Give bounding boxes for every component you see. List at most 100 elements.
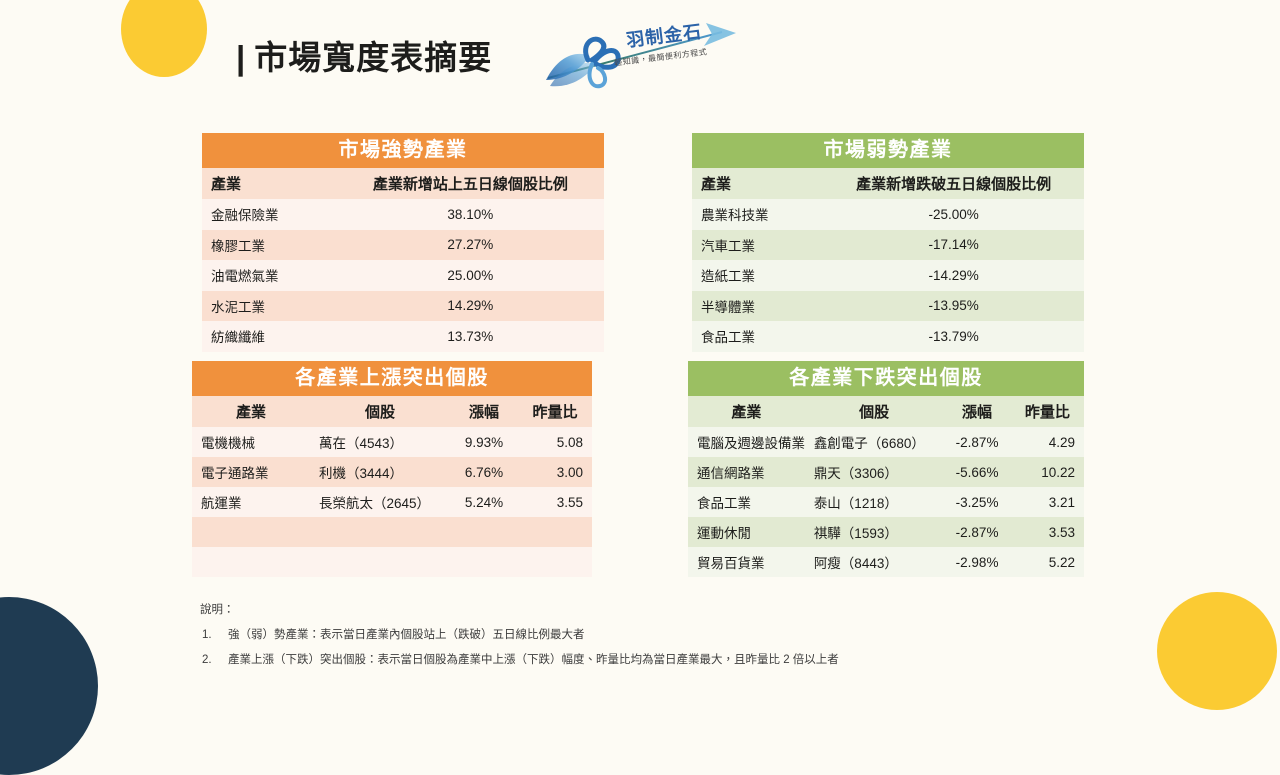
cell-industry: 造紙工業 [692,260,824,291]
table-header-row: 產業 產業新增站上五日線個股比例 [202,168,604,199]
table-row[interactable]: 油電燃氣業 25.00% [202,260,604,291]
decor-circle-bottom-right [1157,592,1277,710]
cell-industry: 橡膠工業 [202,229,337,260]
cell-stock: 阿瘦（8443） [804,547,944,577]
table-row[interactable]: 電機機械 萬在（4543） 9.93% 5.08 [192,427,592,457]
table-title-strong-industries: 市場強勢產業 [202,133,604,168]
table-row[interactable]: 食品工業 -13.79% [692,321,1084,352]
note-text: 產業上漲（下跌）突出個股：表示當日個股為產業中上漲（下跌）幅度、昨量比均為當日產… [228,654,839,666]
table-row[interactable]: 農業科技業 -25.00% [692,199,1084,230]
table-strong-industries: 市場強勢產業 產業 產業新增站上五日線個股比例 金融保險業 38.10% 橡膠工… [202,133,604,352]
brand-logo: 羽制金石 輕知識，最簡便利方程式 [536,16,744,92]
cell-ratio: 14.29% [336,290,604,321]
cell-volratio: 10.22 [1010,457,1084,487]
column-header-industry: 產業 [688,396,805,427]
table-row[interactable]: 電子通路業 利機（3444） 6.76% 3.00 [192,457,592,487]
title-bar-accent: | [236,39,247,76]
column-header-change: 漲幅 [943,396,1011,427]
page-title-text: 市場寬度表摘要 [254,39,493,76]
cell-volratio: 5.08 [518,427,592,457]
cell-volratio: 4.29 [1010,427,1084,457]
cell-ratio: 38.10% [336,199,604,230]
table-row[interactable]: 半導體業 -13.95% [692,290,1084,321]
table-row[interactable]: 航運業 長榮航太（2645） 5.24% 3.55 [192,487,592,517]
table-row[interactable]: 食品工業 泰山（1218） -3.25% 3.21 [688,487,1084,517]
notes-list: 1. 強（弱）勢產業：表示當日產業內個股站上（跌破）五日線比例最大者 2. 產業… [200,623,1100,673]
note-item: 1. 強（弱）勢產業：表示當日產業內個股站上（跌破）五日線比例最大者 [200,623,1100,648]
table-title-rising-stocks: 各產業上漲突出個股 [192,361,592,396]
cell-change: 6.76% [450,457,518,487]
grid-weak-industries: 產業 產業新增跌破五日線個股比例 農業科技業 -25.00% 汽車工業 -17.… [692,168,1084,352]
column-header-industry: 產業 [192,396,310,427]
table-row[interactable]: 汽車工業 -17.14% [692,229,1084,260]
column-header-volratio: 昨量比 [1010,396,1084,427]
table-weak-industries: 市場弱勢產業 產業 產業新增跌破五日線個股比例 農業科技業 -25.00% 汽車… [692,133,1084,352]
cell-change: -2.87% [943,517,1011,547]
table-row[interactable]: 電腦及週邊設備業 鑫創電子（6680） -2.87% 4.29 [688,427,1084,457]
table-title-falling-stocks: 各產業下跌突出個股 [688,361,1084,396]
cell-volratio: 3.21 [1010,487,1084,517]
cell-ratio: -14.29% [823,260,1084,291]
table-row[interactable]: 貿易百貨業 阿瘦（8443） -2.98% 5.22 [688,547,1084,577]
cell-volratio: 3.53 [1010,517,1084,547]
grid-strong-industries: 產業 產業新增站上五日線個股比例 金融保險業 38.10% 橡膠工業 27.27… [202,168,604,352]
column-header-change: 漲幅 [450,396,518,427]
table-row[interactable]: 紡織纖維 13.73% [202,321,604,352]
table-header-row: 產業 產業新增跌破五日線個股比例 [692,168,1084,199]
column-header-volratio: 昨量比 [518,396,592,427]
cell-ratio: -17.14% [823,229,1084,260]
table-row[interactable]: 運動休閒 祺驊（1593） -2.87% 3.53 [688,517,1084,547]
table-row[interactable]: 通信網路業 鼎天（3306） -5.66% 10.22 [688,457,1084,487]
cell-stock: 利機（3444） [310,457,450,487]
cell-change: -3.25% [943,487,1011,517]
cell-industry: 電腦及週邊設備業 [688,427,805,457]
table-rising-stocks: 各產業上漲突出個股 產業 個股 漲幅 昨量比 電機機械 萬在（4543） 9.9… [192,361,592,577]
cell-industry: 貿易百貨業 [688,547,805,577]
cell-stock: 祺驊（1593） [804,517,944,547]
table-row[interactable]: 橡膠工業 27.27% [202,229,604,260]
cell-industry: 農業科技業 [692,199,824,230]
cell-industry: 航運業 [192,487,310,517]
table-header-row: 產業 個股 漲幅 昨量比 [688,396,1084,427]
cell-industry: 食品工業 [688,487,805,517]
table-title-weak-industries: 市場弱勢產業 [692,133,1084,168]
table-row[interactable]: 水泥工業 14.29% [202,290,604,321]
table-header-row: 產業 個股 漲幅 昨量比 [192,396,592,427]
table-row-empty[interactable] [192,547,592,577]
cell-ratio: 27.27% [336,229,604,260]
cell-stock: 萬在（4543） [310,427,450,457]
cell-industry: 水泥工業 [202,290,337,321]
cell-stock: 長榮航太（2645） [310,487,450,517]
cell-industry: 電子通路業 [192,457,310,487]
cell-ratio: 13.73% [336,321,604,352]
notes-heading: 說明： [200,604,235,616]
cell-stock: 鑫創電子（6680） [804,427,944,457]
cell-ratio: -13.79% [823,321,1084,352]
note-number: 1. [202,629,212,641]
cell-industry: 半導體業 [692,290,824,321]
grid-falling-stocks: 產業 個股 漲幅 昨量比 電腦及週邊設備業 鑫創電子（6680） -2.87% … [688,396,1084,577]
cell-stock [310,547,450,577]
grid-rising-stocks: 產業 個股 漲幅 昨量比 電機機械 萬在（4543） 9.93% 5.08 電子… [192,396,592,577]
cell-stock [310,517,450,547]
cell-stock: 泰山（1218） [804,487,944,517]
column-header-industry: 產業 [692,168,824,199]
cell-industry [192,547,310,577]
column-header-ratio: 產業新增跌破五日線個股比例 [823,168,1084,199]
cell-change: 9.93% [450,427,518,457]
cell-change: 5.24% [450,487,518,517]
table-row-empty[interactable] [192,517,592,547]
cell-volratio: 3.00 [518,457,592,487]
cell-change [450,517,518,547]
table-row[interactable]: 金融保險業 38.10% [202,199,604,230]
table-row[interactable]: 造紙工業 -14.29% [692,260,1084,291]
cell-volratio: 5.22 [1010,547,1084,577]
note-item: 2. 產業上漲（下跌）突出個股：表示當日個股為產業中上漲（下跌）幅度、昨量比均為… [200,648,1100,673]
cell-industry: 運動休閒 [688,517,805,547]
page-title: | 市場寬度表摘要 [236,36,492,80]
cell-change: -2.87% [943,427,1011,457]
cell-volratio: 3.55 [518,487,592,517]
cell-industry: 汽車工業 [692,229,824,260]
column-header-stock: 個股 [310,396,450,427]
cell-stock: 鼎天（3306） [804,457,944,487]
